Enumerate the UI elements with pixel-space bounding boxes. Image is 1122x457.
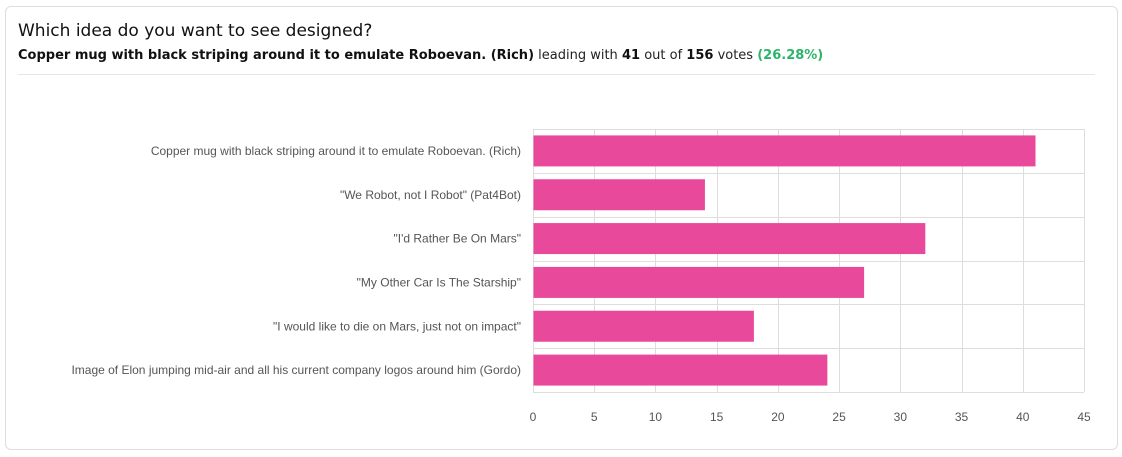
out-of-text: out of: [644, 48, 683, 63]
poll-summary: Copper mug with black striping around it…: [18, 48, 823, 63]
leader-votes: 41: [621, 48, 641, 63]
total-votes: 156: [686, 48, 714, 63]
leader-name: Copper mug with black striping around it…: [18, 48, 535, 63]
x-tick-label: 0: [530, 410, 537, 424]
leader-percent: (26.28%): [757, 48, 824, 63]
votes-text: votes: [717, 48, 754, 63]
leading-with-text: leading with: [538, 48, 618, 63]
category-label: "We Robot, not I Robot" (Pat4Bot): [340, 188, 521, 202]
header-divider: [18, 74, 1095, 75]
bar: [533, 135, 1036, 167]
bar: [533, 179, 705, 211]
x-tick-label: 5: [591, 410, 598, 424]
poll-question: Which idea do you want to see designed?: [18, 21, 373, 41]
category-label: Copper mug with black striping around it…: [151, 144, 521, 158]
category-label: "I'd Rather Be On Mars": [393, 232, 521, 246]
x-tick-label: 30: [894, 410, 908, 424]
bar: [533, 223, 926, 255]
category-label: Image of Elon jumping mid-air and all hi…: [71, 363, 521, 377]
x-tick-label: 45: [1077, 410, 1091, 424]
x-tick-label: 15: [710, 410, 724, 424]
x-tick-label: 35: [955, 410, 969, 424]
x-tick-label: 20: [771, 410, 785, 424]
bar: [533, 310, 754, 342]
category-label: "I would like to die on Mars, just not o…: [273, 319, 521, 333]
x-tick-label: 25: [832, 410, 846, 424]
x-tick-label: 10: [649, 410, 663, 424]
bar: [533, 354, 828, 386]
x-tick-label: 40: [1016, 410, 1030, 424]
category-label: "My Other Car Is The Starship": [357, 275, 521, 289]
bar: [533, 266, 865, 298]
